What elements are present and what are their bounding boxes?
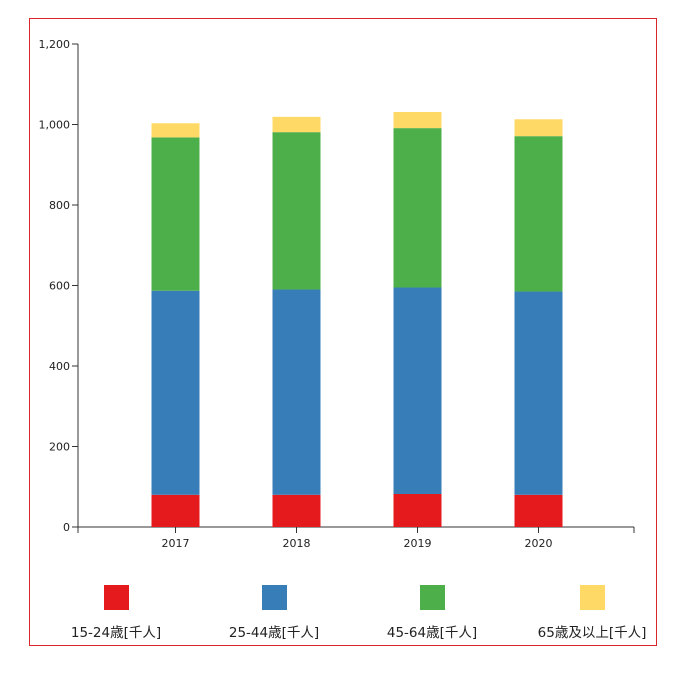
x-tick-label: 2019 [404,537,432,550]
bar-segment-2020-series-2 [514,136,563,292]
y-tick-label: 800 [49,199,70,212]
legend-item-45-64: 45-64歳[千人] [352,585,512,641]
legend-item-65-plus: 65歳及以上[千人] [512,585,672,641]
legend: 15-24歳[千人] 25-44歳[千人] 45-64歳[千人] 65歳及以上[… [30,585,658,645]
legend-swatch-65-plus [579,585,605,610]
x-axis-ticks: 2017 2018 2019 2020 [162,527,553,550]
y-tick-label: 1,000 [39,119,71,132]
y-tick-label: 600 [49,280,70,293]
legend-label-65-plus: 65歳及以上[千人] [537,625,647,641]
legend-item-25-44: 25-44歳[千人] [194,585,354,641]
bar-segment-2020-series-1 [514,291,563,495]
legend-item-15-24: 15-24歳[千人] [36,585,196,641]
legend-swatch-25-44 [261,585,287,610]
y-axis-ticks: 0 200 400 600 800 1,000 1,200 [39,38,78,534]
bar-segment-2019-series-1 [393,287,442,494]
x-tick-label: 2018 [283,537,311,550]
x-tick-label: 2017 [162,537,190,550]
y-tick-label: 200 [49,441,70,454]
bar-segment-2018-series-0 [272,494,321,527]
legend-label-15-24: 15-24歳[千人] [70,625,162,641]
legend-label-25-44: 25-44歳[千人] [228,625,320,641]
x-tick-label: 2020 [525,537,553,550]
bar-segment-2017-series-0 [151,494,200,527]
y-tick-label: 1,200 [39,38,71,51]
legend-swatch-45-64 [419,585,445,610]
legend-label-45-64: 45-64歳[千人] [386,625,478,641]
bar-segment-2017-series-2 [151,137,200,291]
bar-segment-2019-series-3 [393,112,442,129]
y-tick-label: 400 [49,360,70,373]
bar-segment-2019-series-2 [393,128,442,288]
legend-swatch-15-24 [103,585,129,610]
bar-segment-2018-series-3 [272,116,321,133]
bar-segment-2018-series-1 [272,289,321,495]
bar-segment-2019-series-0 [393,493,442,527]
bar-segment-2020-series-3 [514,119,563,137]
bar-segment-2020-series-0 [514,494,563,527]
bars-group [151,112,563,527]
chart-frame [29,18,657,646]
y-tick-label: 0 [63,521,70,534]
bar-segment-2018-series-2 [272,132,321,290]
bar-segment-2017-series-3 [151,123,200,138]
bar-segment-2017-series-1 [151,290,200,495]
